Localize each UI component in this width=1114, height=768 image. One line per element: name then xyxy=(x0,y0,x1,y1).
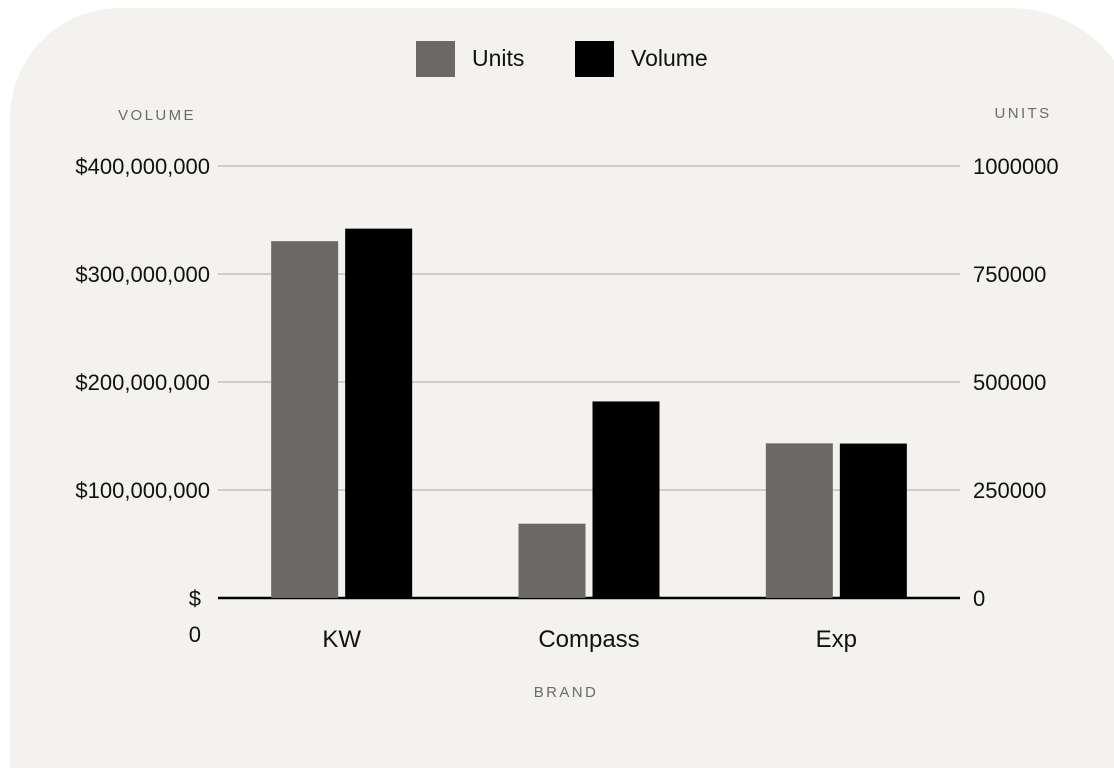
right-tick-label: 500000 xyxy=(973,370,1046,395)
bar-volume-exp[interactable] xyxy=(839,443,907,598)
bar-volume-kw[interactable] xyxy=(345,228,413,598)
bars xyxy=(271,228,907,598)
bar-volume-compass[interactable] xyxy=(592,401,660,598)
category-label-kw: KW xyxy=(322,626,361,653)
left-tick-label: $200,000,000 xyxy=(75,370,210,395)
combo-bar-chart: Units Volume VOLUME UNITS BRAND $0 $100,0… xyxy=(75,41,1059,701)
gridlines xyxy=(218,165,960,600)
left-axis-title: VOLUME xyxy=(118,107,196,124)
legend[interactable]: Units Volume xyxy=(416,41,708,77)
legend-label-volume[interactable]: Volume xyxy=(631,45,708,71)
left-tick-label: $100,000,000 xyxy=(75,478,210,503)
bar-units-compass[interactable] xyxy=(518,523,586,598)
category-label-compass: Compass xyxy=(538,626,639,653)
chart-card xyxy=(10,8,1114,768)
left-tick-label: $400,000,000 xyxy=(75,154,210,179)
legend-label-units[interactable]: Units xyxy=(472,45,524,71)
category-labels: KW Compass Exp xyxy=(322,626,857,653)
right-tick-label: 1000000 xyxy=(973,154,1059,179)
left-axis-ticks: $0 $100,000,000 $200,000,000 $300,000,000 $4… xyxy=(75,154,210,647)
right-axis-ticks: 0 250000 500000 750000 1000000 xyxy=(973,154,1059,611)
category-label-exp: Exp xyxy=(816,626,857,653)
legend-swatch-volume[interactable] xyxy=(575,41,614,77)
right-axis-title: UNITS xyxy=(995,105,1052,122)
x-axis-title: BRAND xyxy=(534,684,599,701)
right-tick-label: 250000 xyxy=(973,478,1046,503)
right-tick-label: 0 xyxy=(973,586,985,611)
left-tick-label: $ xyxy=(189,586,201,611)
left-tick-label-line2: 0 xyxy=(189,622,201,647)
bar-units-kw[interactable] xyxy=(271,241,339,598)
bar-units-exp[interactable] xyxy=(765,443,833,598)
legend-swatch-units[interactable] xyxy=(416,41,455,77)
right-tick-label: 750000 xyxy=(973,262,1046,287)
left-tick-label: $300,000,000 xyxy=(75,262,210,287)
